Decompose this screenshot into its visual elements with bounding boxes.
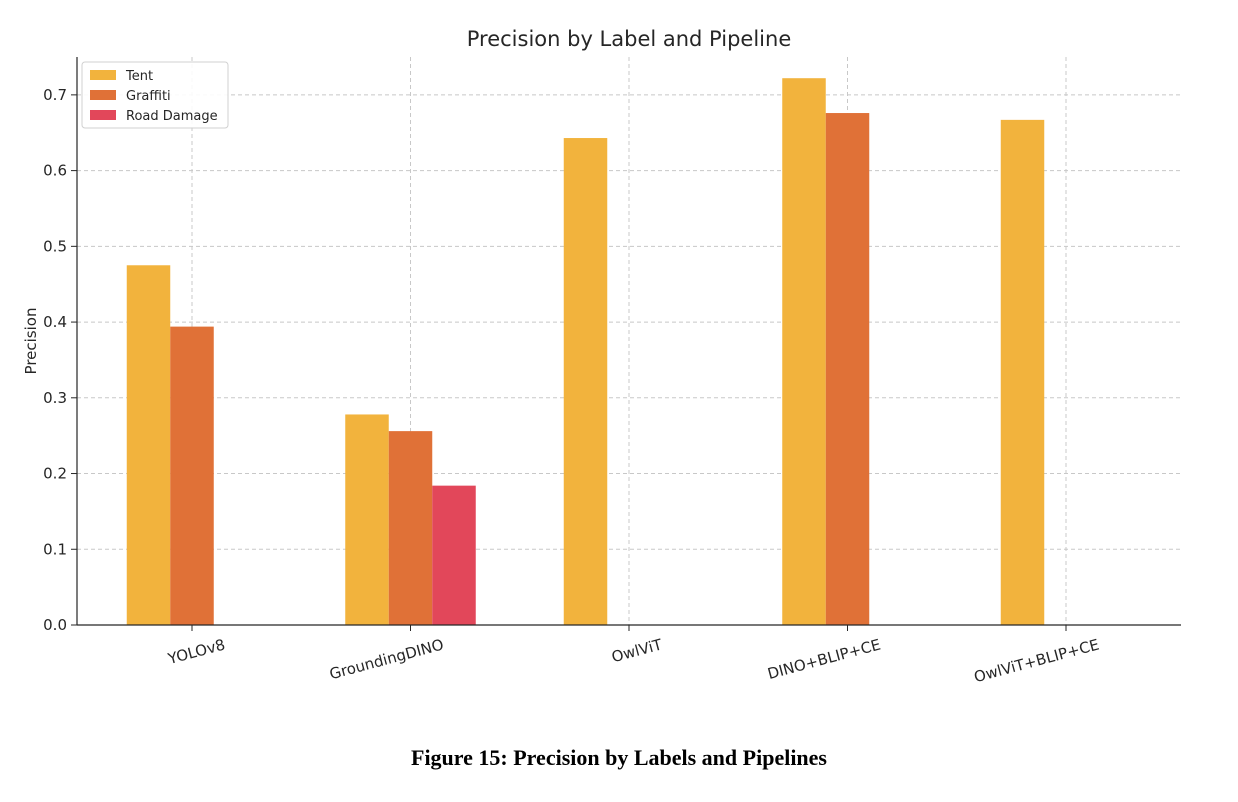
y-tick-label: 0.3	[43, 389, 67, 407]
y-tick-label: 0.6	[43, 162, 67, 180]
legend-swatch	[90, 110, 116, 120]
legend-swatch	[90, 90, 116, 100]
x-tick-label: DINO+BLIP+CE	[766, 635, 883, 682]
legend-label: Road Damage	[126, 109, 218, 124]
y-tick-label: 0.2	[43, 465, 67, 483]
y-tick-label: 0.0	[43, 616, 67, 634]
bar-tent	[563, 138, 608, 625]
figure-caption: Figure 15: Precision by Labels and Pipel…	[411, 745, 827, 770]
bar-graffiti	[388, 431, 433, 625]
legend-swatch	[90, 70, 116, 80]
x-tick-label: OwlViT+BLIP+CE	[972, 635, 1101, 686]
legend-label: Graffiti	[126, 89, 171, 104]
bar-graffiti	[825, 113, 870, 625]
x-tick-label: OwlViT	[610, 635, 665, 666]
bar-chart: Precision by Label and Pipeline Precisio…	[22, 27, 1181, 686]
bar-tent	[782, 78, 826, 626]
legend-label: Tent	[125, 69, 153, 84]
y-tick-label: 0.4	[43, 313, 67, 331]
bar-tent	[345, 414, 389, 625]
bar-road-damage	[432, 485, 476, 625]
bar-graffiti	[170, 326, 214, 625]
bar-tent	[1000, 119, 1045, 625]
legend-box	[81, 61, 229, 129]
y-tick-label: 0.1	[43, 540, 67, 558]
x-tick-label: YOLOv8	[165, 635, 227, 668]
bar-tent	[126, 265, 171, 625]
bars	[126, 78, 1045, 626]
legend: Tent Graffiti Road Damage	[81, 61, 229, 129]
y-tick-label: 0.5	[43, 237, 67, 255]
x-tick-label: GroundingDINO	[328, 635, 446, 683]
y-axis-label: Precision	[22, 308, 40, 375]
chart-title: Precision by Label and Pipeline	[467, 27, 792, 51]
y-tick-label: 0.7	[43, 86, 67, 104]
